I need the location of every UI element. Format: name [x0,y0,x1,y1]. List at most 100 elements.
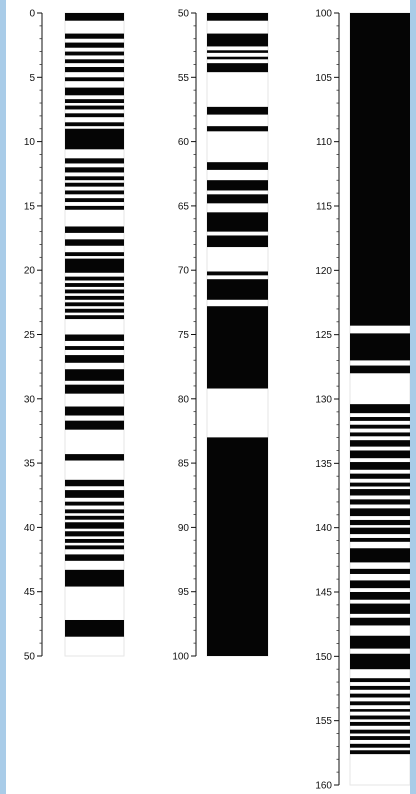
black-band [350,592,410,600]
black-band [350,489,410,496]
black-band [350,482,410,487]
black-band [65,176,124,181]
black-band [65,346,124,350]
black-band [65,105,124,110]
black-band [65,226,124,233]
black-band [350,709,410,712]
black-band [65,283,124,287]
black-band [207,126,268,132]
black-band [65,334,124,341]
black-band [65,182,124,187]
black-band [350,603,410,614]
black-band [65,51,124,56]
tick-label: 115 [316,202,332,213]
tick-label: 40 [24,523,36,534]
black-band [350,519,410,526]
black-band [65,515,124,520]
black-band [350,473,410,479]
black-band [350,548,410,563]
tick-label: 50 [24,652,36,663]
black-band [207,180,268,191]
black-band [350,537,410,542]
barcode-diagram: 0 5 10 15 20 25 30 35 40 45 50 50 55 60 65 70 75 80 85 90 95… [24,9,410,792]
black-band [65,454,124,461]
black-band [65,509,124,514]
black-band [207,13,268,21]
tick-label: 120 [315,266,332,277]
black-band [350,417,410,421]
black-band [65,315,124,320]
black-band [350,568,410,574]
black-band [65,554,124,561]
black-band [207,271,268,276]
black-band [65,276,124,281]
black-band [65,239,124,246]
black-band [350,617,410,626]
black-band [65,258,124,273]
black-band [65,308,124,313]
black-band [65,67,124,73]
black-band [65,545,124,550]
tick-label: 85 [178,459,190,470]
tick-label: 60 [178,137,190,148]
black-band [350,736,410,740]
black-band [65,522,124,529]
tick-label: 135 [315,459,332,470]
black-band [350,424,410,429]
tick-label: 35 [24,459,36,470]
black-band [65,619,124,637]
black-band [65,198,124,203]
diagram-panel: 0 5 10 15 20 25 30 35 40 45 50 50 55 60 65 70 75 80 85 90 95… [6,0,410,794]
black-band [65,167,124,173]
black-band [350,729,410,734]
black-band [207,33,268,47]
column-3: 100 105 110 115 120 125 130 135 140 145 150 155 160 [315,9,410,792]
black-band [65,538,124,543]
black-band [350,715,410,720]
tick-label: 65 [178,201,190,212]
tick-label: 155 [315,716,332,727]
black-band [350,721,410,726]
tick-label: 150 [315,652,332,663]
black-band [350,508,410,517]
tick-label: 20 [24,266,36,277]
black-band [207,106,268,115]
black-band [207,235,268,248]
black-band [350,693,410,698]
tick-label: 30 [24,394,36,405]
black-band [65,289,124,294]
black-band [65,490,124,498]
black-band [65,295,124,300]
black-band [207,50,268,53]
black-band [65,369,124,381]
black-band [207,437,268,656]
black-band [350,462,410,470]
black-band [350,580,410,589]
black-band [65,77,124,82]
tick-label: 15 [24,201,36,212]
black-band [65,113,124,118]
black-band [350,499,410,505]
black-band [350,635,410,649]
black-band [350,404,410,414]
black-band [65,128,124,150]
black-band [65,420,124,430]
tick-label: 50 [178,9,190,20]
black-band [207,194,268,204]
black-band [350,440,410,447]
black-band [65,252,124,257]
black-band [350,701,410,706]
black-band [207,56,268,60]
black-band [65,384,124,394]
tick-label: 90 [178,523,190,534]
tick-label: 145 [315,588,332,599]
tick-label: 110 [316,137,332,148]
black-band [65,190,124,195]
black-band [350,333,410,361]
tick-label: 95 [178,587,190,598]
black-band [207,63,268,73]
black-band [207,212,268,232]
black-band [350,653,410,670]
tick-label: 45 [24,587,36,598]
tick-label: 100 [172,652,189,663]
